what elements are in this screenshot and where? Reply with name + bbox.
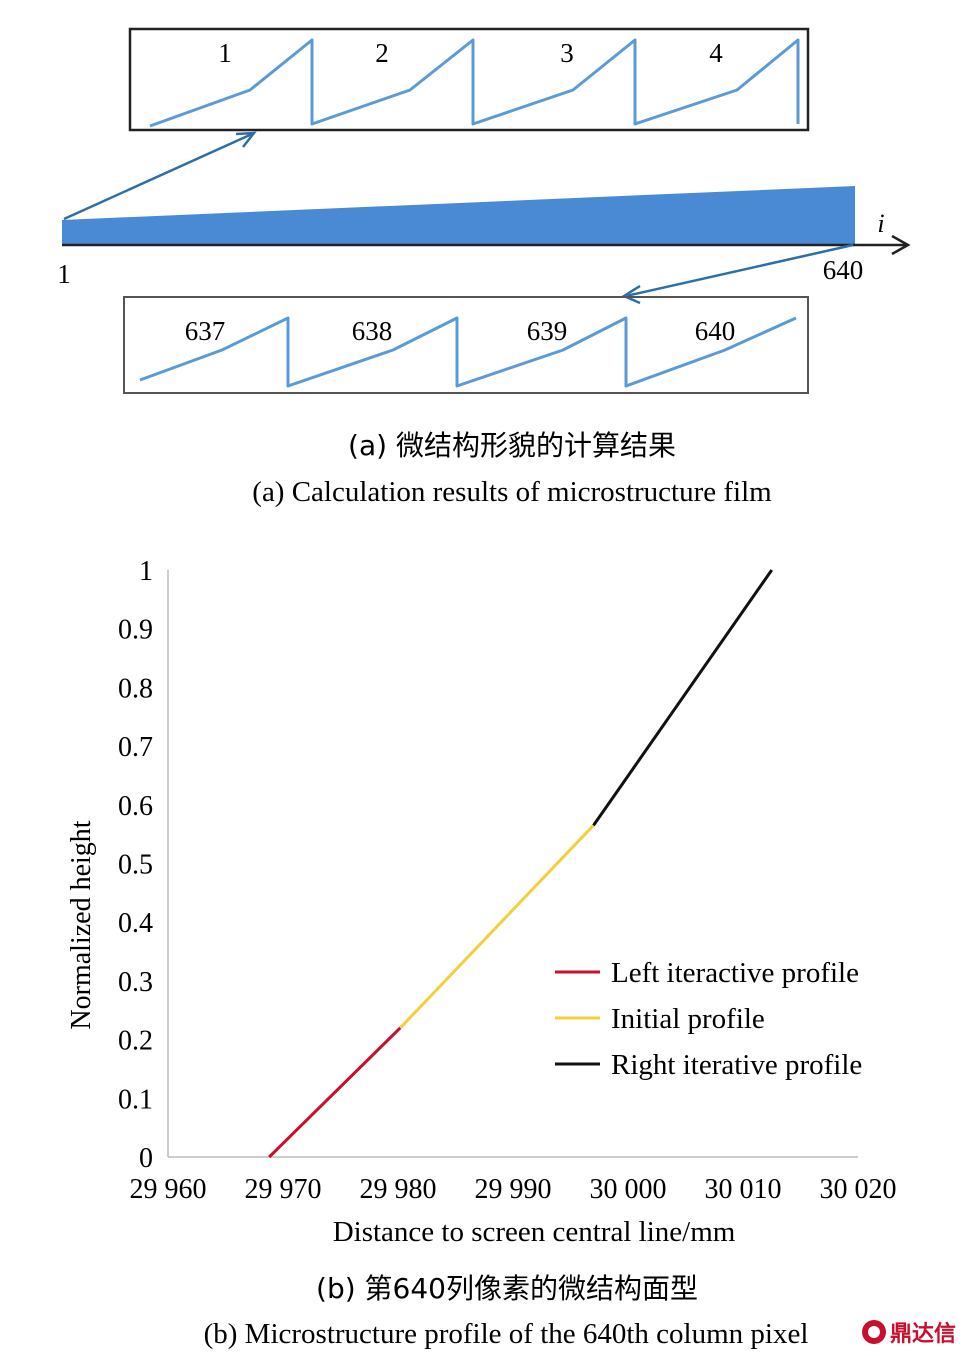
leader-arrow-top <box>63 132 253 221</box>
x-tick-label: 29 990 <box>475 1174 552 1205</box>
watermark-text: 鼎达信 <box>889 1322 956 1347</box>
x-tick-label: 30 000 <box>590 1174 667 1205</box>
y-tick-label: 0.5 <box>118 850 153 881</box>
series-line-2 <box>399 824 595 1029</box>
diagram-a: 1 2 3 4 i 1 640 637 638 639 640 (a) 微结构形… <box>57 27 911 508</box>
caption-b-en: (b) Microstructure profile of the 640th … <box>204 1318 809 1350</box>
caption-b-cn: (b) 第640列像素的微结构面型 <box>316 1272 698 1305</box>
bottom-inset-label-638: 638 <box>352 316 393 346</box>
y-tick-label: 0.4 <box>118 908 153 939</box>
legend: Left iteractive profile Initial profile Ri… <box>555 957 862 1081</box>
caption-a-cn: (a) 微结构形貌的计算结果 <box>348 429 676 462</box>
i-axis-arrowhead <box>891 234 911 256</box>
x-tick-labels: 29 960 29 970 29 980 29 990 30 000 30 010 30 0… <box>130 1174 897 1205</box>
caption-a-en: (a) Calculation results of microstructur… <box>252 476 772 508</box>
y-axis-label: Normalized height <box>66 820 97 1029</box>
y-tick-label: 0 <box>139 1143 153 1174</box>
x-tick-label: 29 970 <box>245 1174 322 1205</box>
top-inset-frame <box>128 27 810 132</box>
top-inset-label-2: 2 <box>375 38 389 68</box>
bottom-inset-label-640: 640 <box>695 316 736 346</box>
x-tick-label: 29 980 <box>360 1174 437 1205</box>
y-tick-labels: 0 0.1 0.2 0.3 0.4 0.5 0.6 0.7 0.8 0.9 1 <box>118 556 153 1174</box>
y-tick-label: 0.2 <box>118 1026 153 1057</box>
y-tick-label: 1 <box>139 556 153 587</box>
start-label: 1 <box>57 259 71 289</box>
x-axis-label: Distance to screen central line/mm <box>333 1216 736 1248</box>
y-tick-label: 0.9 <box>118 615 153 646</box>
x-tick-label: 30 010 <box>705 1174 782 1205</box>
i-axis-label: i <box>877 209 884 238</box>
y-tick-label: 0.3 <box>118 967 153 998</box>
chart-b: 00.10.20.30.40.50.60.70.80.91 29 960 29 9… <box>66 556 897 1350</box>
seal-icon <box>861 1320 886 1344</box>
y-tick-label: 0.1 <box>118 1084 153 1115</box>
series-line-1 <box>268 1026 402 1159</box>
leader-arrowhead-top <box>235 131 257 148</box>
series-line-3 <box>592 569 773 827</box>
watermark: 鼎达信 <box>861 1316 956 1348</box>
series-lines <box>268 569 773 1159</box>
legend-label-2: Initial profile <box>611 1003 765 1035</box>
x-tick-label: 29 960 <box>130 1174 207 1205</box>
bottom-inset-frame <box>123 296 809 394</box>
end-label: 640 <box>823 255 864 285</box>
y-tick-label: 0.7 <box>118 732 153 763</box>
bottom-inset-label-637: 637 <box>185 316 226 346</box>
top-inset-label-3: 3 <box>560 38 574 68</box>
legend-label-3: Right iterative profile <box>611 1049 862 1081</box>
y-tick-label: 0.8 <box>118 673 153 704</box>
top-inset-profile <box>149 38 800 128</box>
x-tick-label: 30 020 <box>820 1174 897 1205</box>
film-wedge <box>62 186 855 244</box>
top-inset-label-4: 4 <box>709 38 723 68</box>
legend-label-1: Left iteractive profile <box>611 957 859 989</box>
leader-arrow-bottom <box>625 243 854 298</box>
top-inset-label-1: 1 <box>218 38 232 68</box>
y-tick-label: 0.6 <box>118 791 153 822</box>
bottom-inset-label-639: 639 <box>527 316 568 346</box>
bottom-inset-profile <box>139 316 797 388</box>
